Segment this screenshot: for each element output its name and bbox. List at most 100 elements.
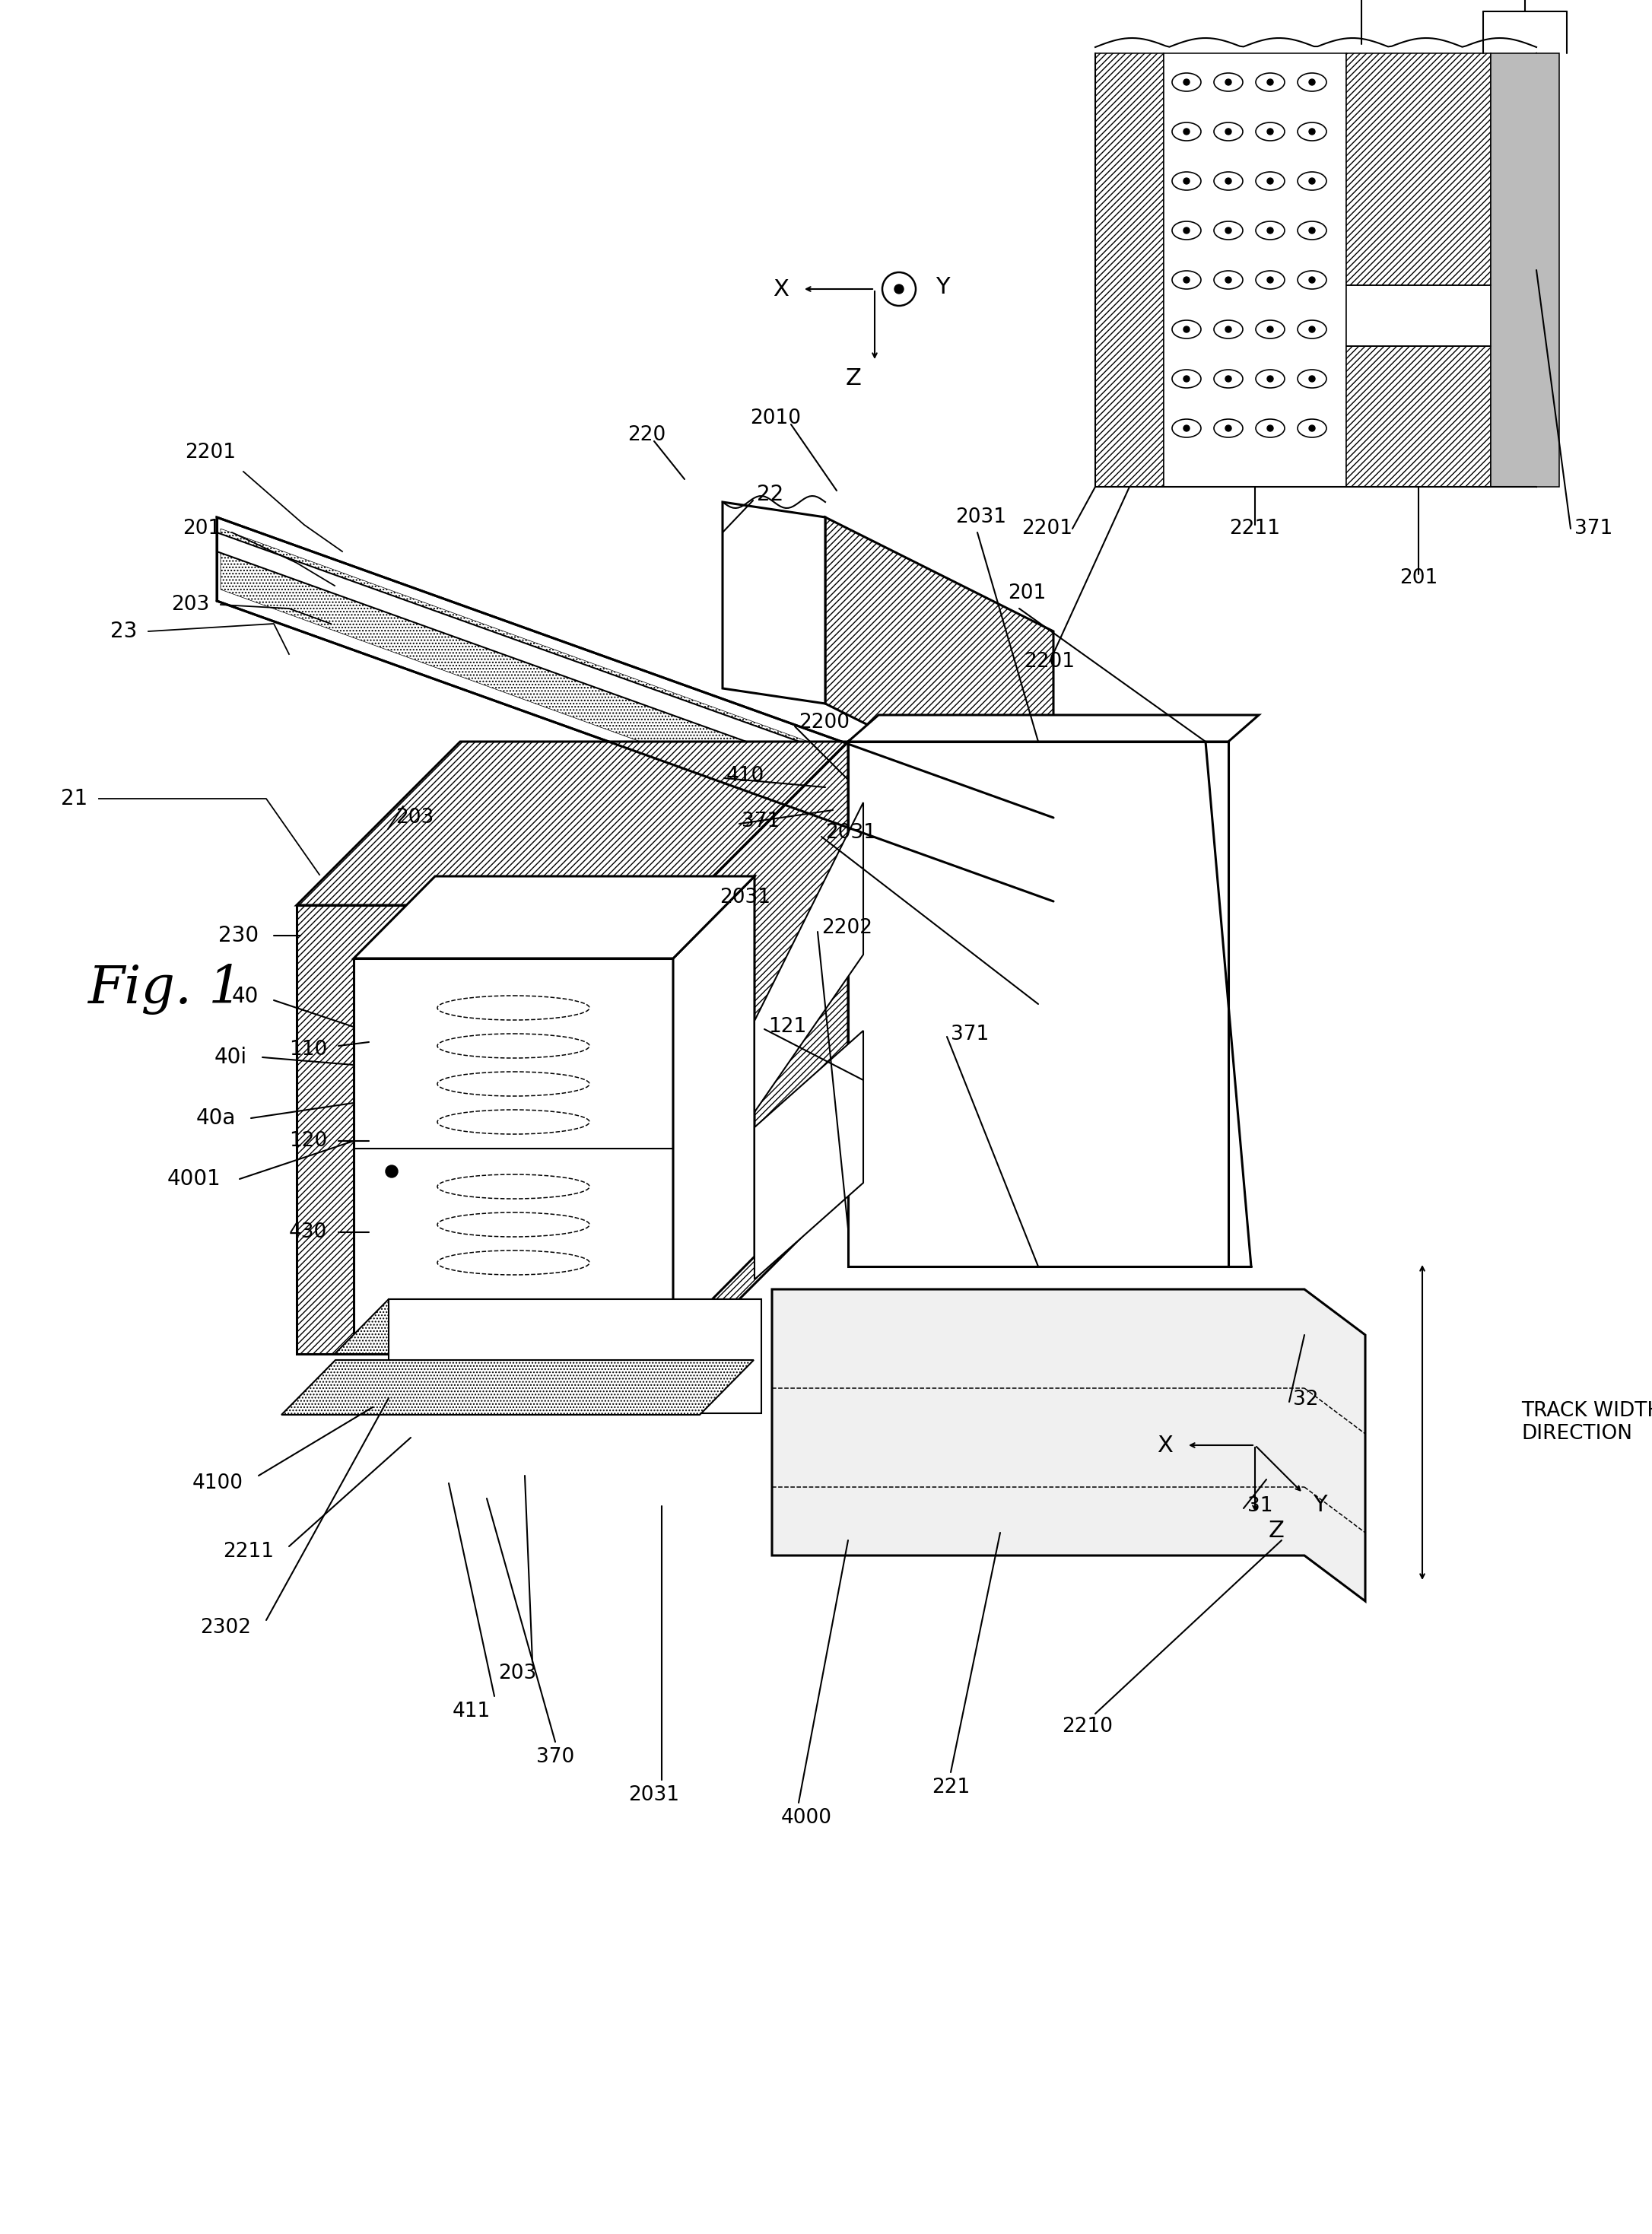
Bar [1008, 974, 1069, 1034]
Text: 2201: 2201 [185, 442, 236, 462]
Text: 4001: 4001 [167, 1168, 221, 1191]
Circle shape [1183, 130, 1189, 134]
Circle shape [1267, 78, 1274, 85]
Polygon shape [216, 532, 1054, 851]
Text: 371: 371 [1574, 518, 1612, 538]
Text: Z: Z [1269, 1519, 1284, 1541]
Text: Y: Y [1313, 1495, 1327, 1515]
Polygon shape [1163, 54, 1346, 487]
Text: 220: 220 [628, 424, 666, 445]
Polygon shape [826, 518, 1054, 818]
Text: 2010: 2010 [750, 409, 801, 429]
Text: 4100: 4100 [192, 1474, 243, 1492]
Text: 2031: 2031 [720, 887, 771, 907]
Bar [368, 1164, 657, 1316]
Text: 221: 221 [932, 1778, 970, 1798]
Text: 430: 430 [289, 1222, 327, 1242]
Circle shape [1267, 179, 1274, 183]
Circle shape [1308, 130, 1315, 134]
Polygon shape [1346, 346, 1490, 487]
Text: 203: 203 [395, 809, 434, 827]
Text: 411: 411 [453, 1702, 491, 1722]
Text: 2211: 2211 [223, 1541, 274, 1562]
Circle shape [1267, 375, 1274, 382]
Circle shape [1226, 228, 1231, 235]
Text: Z: Z [846, 366, 861, 389]
Circle shape [1308, 375, 1315, 382]
Polygon shape [1346, 286, 1490, 346]
Text: 4000: 4000 [781, 1807, 831, 1827]
Polygon shape [388, 1300, 762, 1414]
Polygon shape [755, 802, 864, 1113]
Circle shape [1226, 130, 1231, 134]
Circle shape [385, 1166, 398, 1177]
Circle shape [1226, 326, 1231, 333]
Circle shape [1267, 130, 1274, 134]
Circle shape [1267, 326, 1274, 333]
Text: 2201: 2201 [1021, 518, 1072, 538]
Polygon shape [354, 876, 755, 958]
Polygon shape [771, 1289, 1365, 1602]
Circle shape [1267, 228, 1274, 235]
Polygon shape [216, 518, 1054, 900]
Text: 31: 31 [1247, 1497, 1272, 1517]
Text: 2031: 2031 [1336, 0, 1388, 2]
Text: 2210: 2210 [1062, 1716, 1113, 1736]
Text: 121: 121 [768, 1016, 806, 1037]
Text: 120: 120 [289, 1130, 327, 1151]
Circle shape [1308, 228, 1315, 235]
Text: 201: 201 [1399, 567, 1437, 588]
Text: 203: 203 [170, 594, 210, 614]
Text: TRACK WIDTH
DIRECTION: TRACK WIDTH DIRECTION [1521, 1401, 1652, 1443]
Text: 230: 230 [218, 925, 259, 947]
Circle shape [1226, 424, 1231, 431]
Text: 2031: 2031 [955, 507, 1006, 527]
Polygon shape [847, 742, 1229, 1267]
Text: 201: 201 [1008, 583, 1046, 603]
Circle shape [1226, 277, 1231, 284]
Text: Y: Y [935, 275, 950, 297]
Circle shape [1183, 375, 1189, 382]
Circle shape [1183, 326, 1189, 333]
Circle shape [1308, 277, 1315, 284]
Circle shape [1183, 277, 1189, 284]
Text: 40: 40 [231, 985, 259, 1008]
Circle shape [894, 284, 904, 293]
Circle shape [1308, 326, 1315, 333]
Circle shape [1308, 179, 1315, 183]
Polygon shape [1346, 54, 1490, 286]
Text: 2201: 2201 [1024, 652, 1075, 672]
Text: 23: 23 [111, 621, 137, 641]
Bar [864, 1030, 1198, 1182]
Circle shape [1183, 179, 1189, 183]
Polygon shape [281, 1361, 753, 1414]
Polygon shape [684, 742, 847, 1354]
Bar [864, 802, 1198, 954]
Polygon shape [672, 876, 755, 1338]
Circle shape [1308, 424, 1315, 431]
Text: X: X [1158, 1434, 1173, 1457]
Polygon shape [297, 905, 684, 1354]
Circle shape [1183, 78, 1189, 85]
Circle shape [1267, 277, 1274, 284]
Polygon shape [297, 742, 847, 905]
Circle shape [1267, 424, 1274, 431]
Circle shape [1226, 179, 1231, 183]
Text: 410: 410 [727, 766, 765, 786]
Circle shape [1183, 228, 1189, 235]
Polygon shape [1490, 54, 1559, 487]
Text: 40i: 40i [215, 1048, 248, 1068]
Text: Fig. 1: Fig. 1 [88, 963, 243, 1014]
Polygon shape [1095, 54, 1163, 487]
Text: 110: 110 [289, 1039, 327, 1059]
Text: 203: 203 [499, 1664, 537, 1682]
Circle shape [882, 273, 915, 306]
Polygon shape [722, 503, 826, 704]
Text: 370: 370 [537, 1747, 575, 1767]
Circle shape [1226, 375, 1231, 382]
Bar [368, 981, 657, 1133]
Text: 40a: 40a [197, 1108, 236, 1128]
Circle shape [1226, 78, 1231, 85]
Text: 21: 21 [61, 789, 88, 809]
Text: 371: 371 [742, 811, 780, 831]
